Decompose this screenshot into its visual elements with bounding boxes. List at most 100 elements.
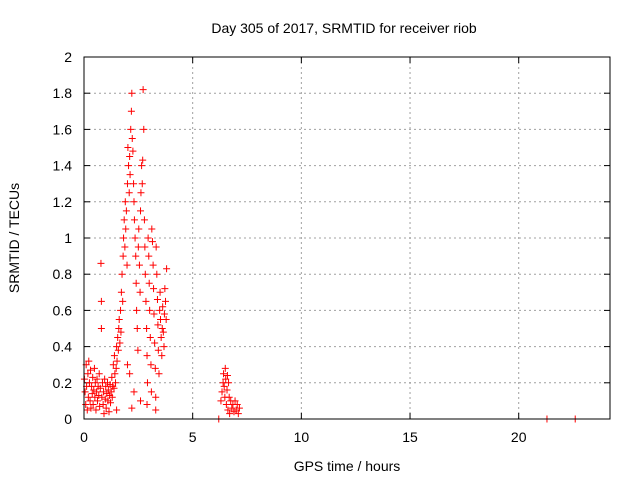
x-tick-label: 0 — [80, 429, 88, 445]
data-point — [112, 364, 120, 372]
data-point — [135, 225, 143, 233]
data-point — [152, 406, 160, 414]
y-axis-label: SRMTID / TECUs — [6, 183, 22, 293]
data-point — [151, 339, 159, 347]
data-point — [217, 397, 225, 405]
data-point — [91, 379, 99, 387]
chart-title: Day 305 of 2017, SRMTID for receiver rio… — [211, 20, 477, 36]
data-point — [126, 370, 134, 378]
data-point — [141, 270, 149, 278]
x-tick-label: 15 — [402, 429, 418, 445]
data-point — [110, 352, 118, 360]
data-point — [141, 243, 149, 251]
data-point — [130, 388, 138, 396]
data-point — [128, 89, 136, 97]
data-point — [138, 180, 146, 188]
data-point — [130, 198, 138, 206]
data-point — [225, 379, 233, 387]
data-point — [134, 243, 142, 251]
data-point — [136, 288, 144, 296]
data-point — [113, 343, 121, 351]
data-point — [97, 325, 105, 332]
data-point — [99, 401, 107, 409]
data-point — [224, 406, 232, 414]
data-point — [137, 207, 145, 215]
data-point — [147, 388, 155, 396]
data-point — [118, 270, 126, 278]
data-point — [113, 357, 121, 365]
data-point — [159, 303, 167, 311]
x-tick-label: 20 — [511, 429, 527, 445]
data-point — [137, 397, 145, 405]
data-point — [123, 261, 131, 269]
plot-frame — [83, 56, 611, 420]
tick-layer: 00.20.40.60.811.21.41.61.820 5 10 15 20 — [53, 49, 610, 445]
data-point — [121, 198, 129, 206]
data-point — [155, 370, 163, 378]
data-point — [149, 261, 157, 269]
data-point — [116, 339, 124, 347]
data-point — [90, 364, 98, 372]
data-point — [233, 401, 241, 409]
data-point — [84, 370, 92, 378]
data-point — [95, 370, 103, 378]
data-point — [159, 328, 167, 336]
data-point — [96, 384, 104, 392]
data-point — [89, 401, 97, 409]
data-point — [117, 328, 125, 336]
data-point — [107, 388, 115, 396]
data-point — [235, 404, 243, 412]
data-point — [114, 334, 122, 342]
grid-layer — [84, 57, 610, 419]
data-point — [148, 238, 156, 246]
data-point — [145, 252, 153, 260]
data-point — [226, 410, 234, 418]
data-point — [111, 370, 119, 378]
data-point — [109, 382, 117, 390]
data-point — [84, 393, 92, 401]
data-point — [140, 216, 148, 224]
data-point — [83, 406, 91, 414]
data-point — [121, 243, 129, 251]
y-tick-label: 1.6 — [53, 121, 73, 137]
data-point — [93, 397, 101, 405]
y-tick-label: 1.8 — [53, 85, 73, 101]
data-point — [143, 401, 151, 409]
data-point — [162, 297, 170, 305]
data-point — [223, 372, 231, 380]
data-point — [87, 366, 95, 374]
data-point — [109, 361, 117, 369]
data-point — [220, 382, 228, 390]
data-point — [138, 162, 146, 170]
data-point — [120, 234, 128, 242]
data-point — [91, 393, 99, 401]
data-point — [152, 243, 160, 251]
data-point — [107, 399, 115, 407]
data-point — [154, 346, 162, 354]
y-tick-label: 1 — [64, 230, 72, 246]
data-point — [142, 297, 150, 305]
data-point — [127, 107, 135, 115]
data-point — [151, 364, 159, 372]
data-point — [114, 346, 122, 354]
data-point — [126, 153, 134, 161]
data-point — [100, 388, 108, 396]
data-point — [123, 180, 131, 188]
data-point — [131, 234, 139, 242]
data-point — [119, 297, 127, 305]
data-point — [158, 352, 166, 360]
y-tick-label: 0 — [64, 411, 72, 427]
data-point — [88, 390, 96, 398]
data-point — [222, 375, 230, 383]
data-point — [140, 125, 148, 133]
data-point — [124, 144, 132, 151]
data-point — [221, 364, 229, 372]
data-point — [143, 352, 151, 360]
data-point — [134, 346, 142, 354]
data-point — [117, 288, 125, 296]
data-point — [162, 315, 170, 323]
data-point — [97, 297, 105, 305]
data-point — [163, 265, 171, 273]
data-point — [125, 162, 133, 170]
